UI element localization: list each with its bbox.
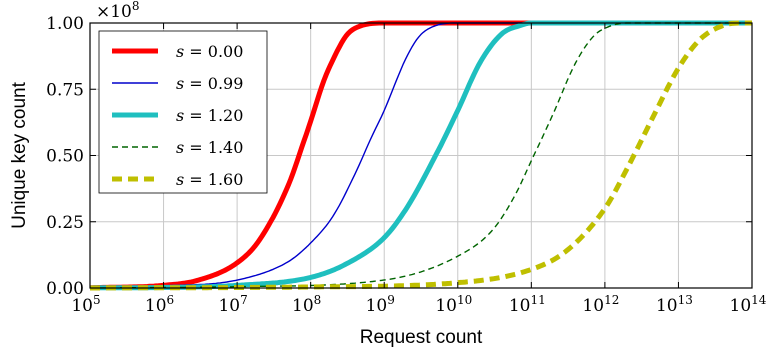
legend-label-1: s = 0.99 xyxy=(176,74,243,93)
legend-box xyxy=(98,30,268,194)
x-tick-label: 106 xyxy=(145,293,174,316)
x-tick-label: 1014 xyxy=(730,293,767,316)
y-axis-title: Unique key count xyxy=(9,81,30,229)
x-tick-label: 109 xyxy=(366,293,395,316)
legend-label-4: s = 1.60 xyxy=(176,170,243,189)
x-tick-label: 1010 xyxy=(435,293,472,316)
x-tick-label: 1011 xyxy=(509,293,546,316)
x-tick-label: 1013 xyxy=(656,293,693,316)
x-tick-label: 105 xyxy=(71,293,100,316)
y-tick-label: 0.00 xyxy=(46,279,84,299)
legend-label-3: s = 1.40 xyxy=(176,138,243,157)
y-tick-label: 0.50 xyxy=(46,147,84,167)
x-tick-label: 1012 xyxy=(582,293,619,316)
x-axis-title: Request count xyxy=(360,327,483,348)
y-tick-label: 0.25 xyxy=(46,213,84,233)
y-tick-label: 0.75 xyxy=(46,80,84,100)
x-tick-label: 108 xyxy=(292,293,321,316)
axis-ticks: 105 106 107 108 109 1010 1011 1012 1013 1014 0.00 0… xyxy=(46,14,767,316)
legend: s = 0.00 s = 0.99 s = 1.20 s = 1.40 s = 1.60 xyxy=(98,30,268,194)
y-multiplier: ×108 xyxy=(96,0,140,22)
y-tick-label: 1.00 xyxy=(46,14,84,34)
series-line-3 xyxy=(90,22,752,289)
legend-label-2: s = 1.20 xyxy=(176,106,243,125)
x-tick-label: 107 xyxy=(218,293,247,316)
legend-label-0: s = 0.00 xyxy=(176,42,243,61)
